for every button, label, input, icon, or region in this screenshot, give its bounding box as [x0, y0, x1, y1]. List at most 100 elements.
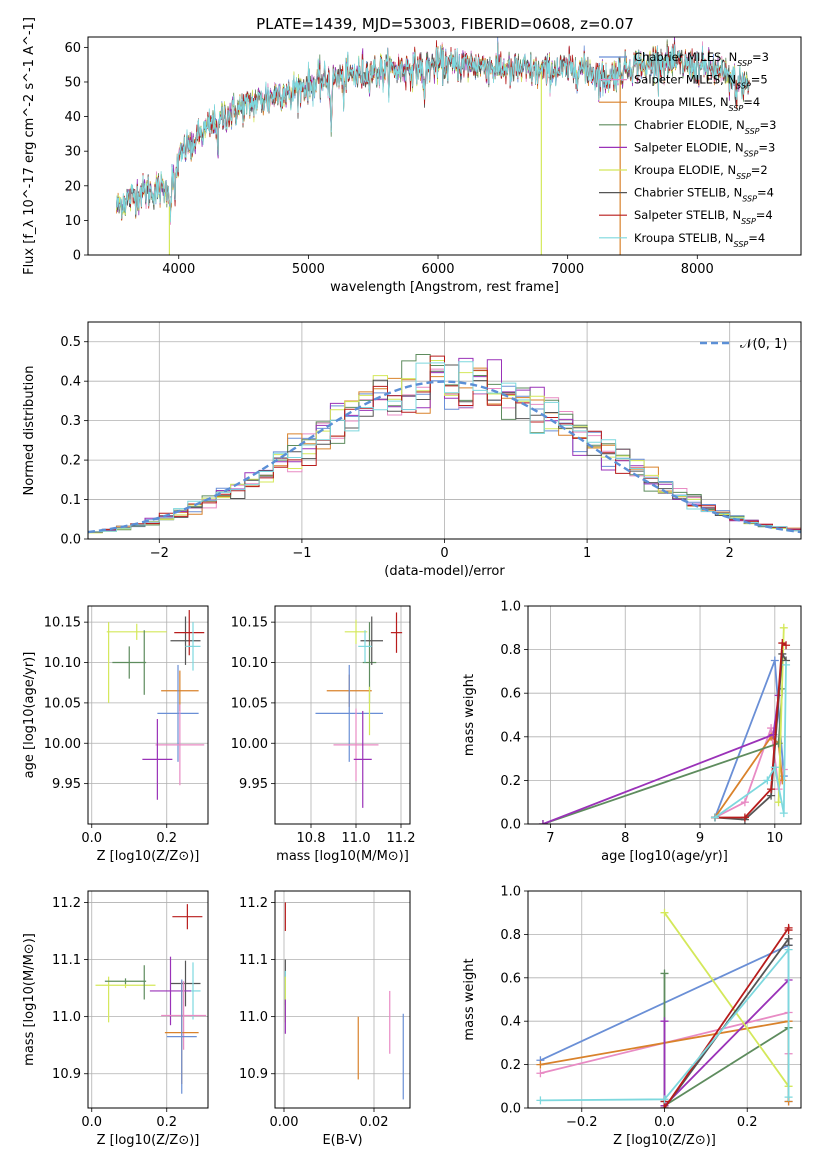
point-marker [782, 641, 791, 650]
chart-mass-vs-ebv: 0.00 0.02 10.9 11.0 11.1 11.2 E(B-V) [239, 890, 411, 1148]
point-marker [740, 813, 749, 822]
legend-label: Chabrier MILES, NSSP=3 [634, 50, 769, 68]
y-tick-label: 20 [64, 179, 81, 194]
point-marker [763, 776, 772, 785]
axes-frame [87, 605, 209, 825]
y-tick-label: 10.05 [231, 696, 268, 711]
weight-lines [538, 623, 791, 824]
y-tick-label: 0.2 [60, 454, 81, 469]
x-tick-label: 0.2 [737, 1115, 758, 1130]
y-tick-label: 10.00 [231, 737, 268, 752]
x-tick-label: 4000 [162, 262, 195, 277]
y-tick-label: 10.15 [231, 616, 268, 631]
x-axis-label: Z [log10(Z/Z⊙)] [97, 1133, 200, 1148]
point-marker [770, 763, 779, 772]
normal-curve [88, 380, 801, 534]
x-tick-label: 5000 [292, 262, 325, 277]
legend-label: Kroupa ELODIE, NSSP=2 [634, 163, 768, 181]
x-tick-label: 8 [621, 831, 629, 846]
point-marker [767, 785, 776, 794]
y-axis-label: Flux [f_λ 10^-17 erg cm^-2 s^-1 A^-1] [22, 17, 37, 275]
legend-label: Kroupa STELIB, NSSP=4 [634, 231, 765, 249]
point-marker [770, 656, 779, 665]
plot-layer: 4000 5000 6000 7000 80000102030405060wavelen… [22, 17, 802, 1148]
y-tick-label: 9.95 [239, 777, 268, 792]
point-marker [660, 908, 669, 917]
y-tick-label: 0.2 [500, 1058, 521, 1073]
point-marker [779, 809, 788, 818]
x-tick-label: 11.0 [342, 831, 371, 846]
errorbars [106, 610, 205, 800]
y-tick-label: 0.8 [500, 928, 521, 943]
point-marker [782, 660, 791, 669]
errorbars [95, 904, 207, 1094]
y-tick-label: 0.2 [500, 774, 521, 789]
x-tick-label: 10 [767, 831, 784, 846]
axes-frame [87, 36, 802, 256]
y-tick-label: 0.3 [60, 414, 81, 429]
residual-steps [88, 354, 801, 534]
axes-frame [527, 890, 802, 1109]
point-marker [784, 945, 793, 954]
chart-weight-vs-age: 7 8 9 10 0.0 0.2 0.4 0.6 0.8 1.0 age [log10(age/yr… [462, 600, 802, 864]
axes-frame [274, 890, 411, 1109]
y-tick-label: 0.0 [60, 533, 81, 548]
legend-label: 𝒩(0, 1) [740, 337, 787, 352]
point-marker [660, 969, 669, 978]
hist-kroupa-stelib [88, 361, 801, 533]
y-tick-label: 10 [64, 214, 81, 229]
y-tick-label: 10.9 [52, 1067, 81, 1082]
spectrum-kroupa-stelib [116, 41, 750, 223]
y-tick-label: 50 [64, 75, 81, 90]
point-marker [536, 1060, 545, 1069]
x-tick-label: 0.2 [156, 1115, 177, 1130]
axes-frame [87, 890, 209, 1109]
x-tick-label: 1 [583, 546, 591, 561]
point-marker [740, 798, 749, 807]
x-tick-label: 0.00 [270, 1115, 299, 1130]
legend-label: Chabrier ELODIE, NSSP=3 [634, 118, 776, 136]
x-axis-label: wavelength [Angstrom, rest frame] [330, 280, 559, 295]
x-tick-label: −2 [150, 546, 169, 561]
x-tick-label: 10.8 [297, 831, 326, 846]
y-tick-label: 10.10 [44, 656, 81, 671]
y-tick-label: 0.5 [60, 335, 81, 350]
series-kroupa-elodie [663, 912, 790, 1087]
x-tick-label: 0.2 [156, 831, 177, 846]
y-axis-label: mass weight [462, 674, 477, 756]
point-marker [536, 1096, 545, 1105]
y-axis-label: Normed distribution [22, 366, 37, 496]
x-tick-label: 7000 [551, 262, 584, 277]
x-tick-label: 8000 [681, 262, 714, 277]
x-axis-label: (data-model)/error [384, 564, 505, 579]
errorbars [284, 902, 404, 1100]
legend-label: Salpeter MILES, NSSP=5 [634, 73, 768, 91]
x-axis-label: E(B-V) [322, 1133, 362, 1148]
x-tick-label: 9 [696, 831, 704, 846]
y-tick-label: 10.05 [44, 696, 81, 711]
x-axis-label: Z [log10(Z/Z⊙)] [97, 849, 200, 864]
point-marker [538, 820, 547, 824]
y-tick-label: 11.2 [52, 896, 81, 911]
y-axis-label: age [log10(age/yr)] [22, 652, 37, 779]
x-tick-label: 0 [440, 546, 448, 561]
y-tick-label: 1.0 [500, 885, 521, 900]
y-tick-label: 40 [64, 110, 81, 125]
y-tick-label: 0.0 [500, 818, 521, 833]
point-marker [710, 813, 719, 822]
x-tick-label: −1 [292, 546, 311, 561]
axes-frame [274, 605, 411, 825]
chart-residuals: −2 −1 0 1 2 0.0 0.1 0.2 0.3 0.4 0.5 (data-model)/er… [22, 321, 802, 579]
y-tick-label: 0 [73, 249, 81, 264]
errorbars [315, 612, 403, 808]
y-tick-label: 9.95 [52, 777, 81, 792]
legend-label: Salpeter STELIB, NSSP=4 [634, 208, 773, 226]
legend-label: Kroupa MILES, NSSP=4 [634, 95, 760, 113]
point-marker [660, 1104, 669, 1108]
axes-frame [527, 605, 802, 825]
chart-age-vs-Z: 0.0 0.2 9.95 10.00 10.05 10.10 10.15 Z [log10(Z… [22, 605, 209, 864]
point-marker [660, 1017, 669, 1026]
x-tick-label: 6000 [421, 262, 454, 277]
x-tick-label: 0.0 [654, 1115, 675, 1130]
